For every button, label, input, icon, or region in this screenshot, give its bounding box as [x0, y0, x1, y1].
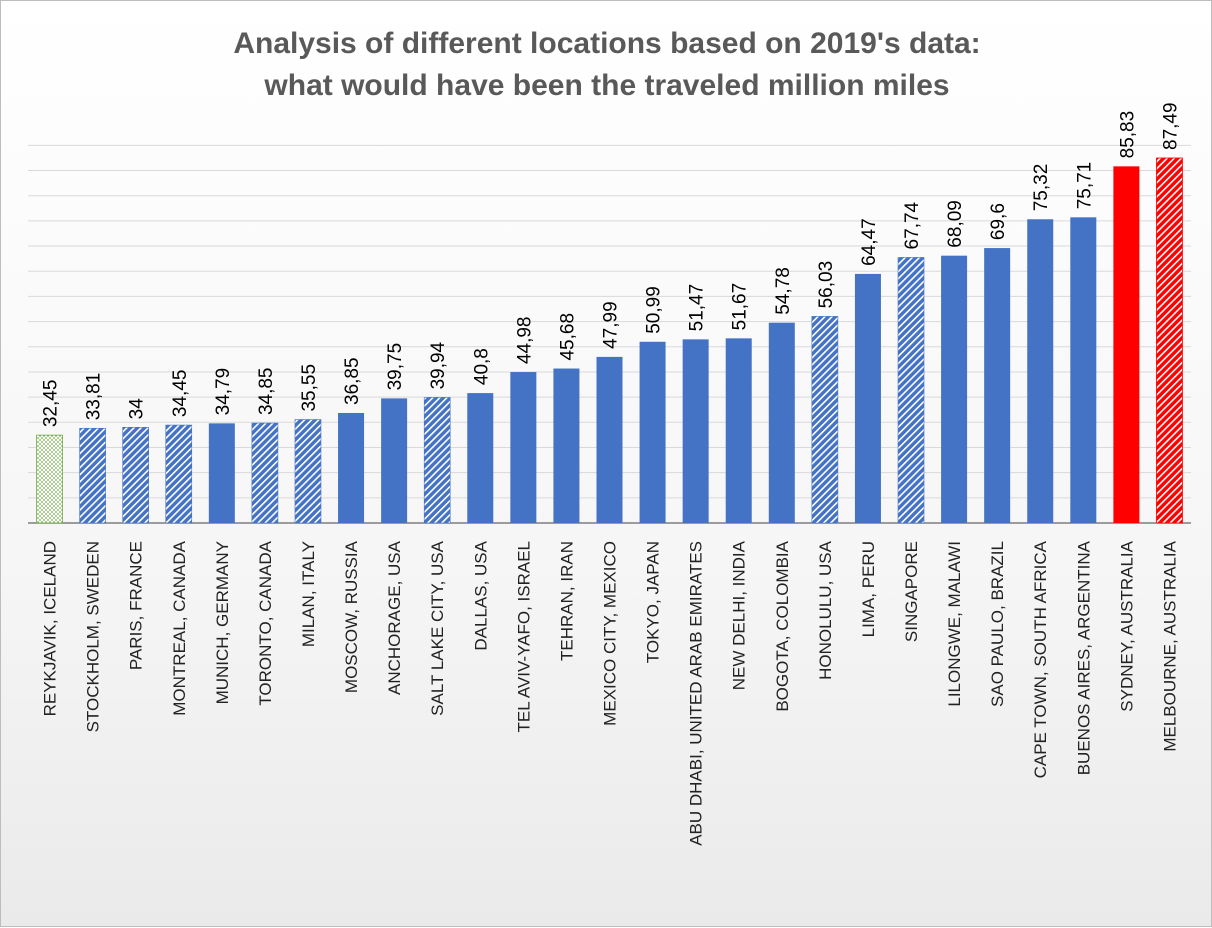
category-label: STOCKHOLM, SWEDEN	[84, 541, 103, 732]
bar	[596, 356, 623, 523]
category-labels: REYKJAVIK, ICELAND STOCKHOLM, SWEDEN PARIS…	[41, 540, 1180, 845]
category-label: MEXICO CITY, MEXICO	[601, 541, 620, 726]
category-label: LIMA, PERU	[859, 541, 878, 637]
data-label: 75,71	[1074, 162, 1095, 210]
bar	[682, 339, 709, 523]
data-label: 50,99	[644, 286, 665, 334]
data-label: 64,47	[859, 218, 880, 266]
bar	[725, 338, 752, 523]
bar	[122, 427, 149, 524]
category-label: SAO PAULO, BRAZIL	[988, 541, 1007, 707]
data-label: 34,79	[213, 368, 234, 416]
category-label: ANCHORAGE, USA	[385, 540, 404, 695]
data-label: 39,94	[428, 341, 449, 389]
data-label: 56,03	[816, 261, 837, 309]
category-label: TEHRAN, IRAN	[557, 541, 576, 661]
category-label: NEW DELHI, INDIA	[730, 540, 749, 690]
bars	[36, 157, 1183, 524]
bar	[36, 434, 63, 524]
bar	[768, 322, 795, 523]
data-labels: 32,45 33,81 34 34,45 34,79 34,85 35,55 36,85 39,…	[41, 102, 1182, 427]
category-label: BUENOS AIRES, ARGENTINA	[1074, 540, 1093, 775]
category-label: SINGAPORE	[902, 541, 921, 642]
data-label: 34	[127, 398, 148, 420]
data-label: 39,75	[385, 343, 406, 391]
bar	[984, 248, 1011, 523]
category-label: BOGOTA, COLOMBIA	[773, 540, 792, 711]
bar	[897, 257, 925, 524]
data-label: 87,49	[1160, 102, 1181, 150]
category-label: CAPE TOWN, SOUTH AFRICA	[1031, 540, 1050, 778]
bar	[854, 273, 881, 523]
data-label: 85,83	[1117, 111, 1138, 159]
category-label: MUNICH, GERMANY	[213, 541, 232, 704]
bar	[208, 423, 235, 523]
category-label: TOKYO, JAPAN	[644, 541, 663, 663]
bar	[165, 424, 193, 524]
data-label: 34,85	[256, 368, 277, 416]
category-label: ABU DHABI, UNITED ARAB EMIRATES	[687, 541, 706, 846]
data-label: 44,98	[514, 316, 535, 364]
bar	[639, 341, 666, 523]
bar	[79, 427, 106, 524]
bar	[941, 255, 968, 523]
bar	[294, 419, 322, 524]
bar	[811, 316, 839, 524]
chart-title: Analysis of different locations based on…	[1, 23, 1212, 107]
data-label: 34,45	[170, 370, 191, 418]
data-label: 51,67	[730, 283, 751, 331]
category-label: REYKJAVIK, ICELAND	[41, 541, 60, 716]
data-label: 36,85	[342, 357, 363, 405]
bar	[467, 393, 494, 523]
data-label: 51,47	[687, 284, 708, 332]
category-label: SYDNEY, AUSTRALIA	[1117, 540, 1136, 711]
category-label: MELBOURNE, AUSTRALIA	[1160, 540, 1179, 751]
data-label: 68,09	[945, 200, 966, 248]
category-label: SALT LAKE CITY, USA	[428, 540, 447, 715]
data-label: 35,55	[299, 364, 320, 412]
data-label: 69,6	[988, 203, 1009, 240]
bar	[1156, 157, 1183, 524]
data-label: 54,78	[773, 267, 794, 315]
bar	[510, 372, 537, 523]
bar	[1113, 166, 1140, 524]
data-label: 32,45	[41, 380, 62, 428]
chart-title-line-2: what would have been the traveled millio…	[264, 69, 950, 102]
category-label: PARIS, FRANCE	[127, 541, 146, 670]
bar	[251, 422, 279, 524]
bar	[1070, 217, 1097, 523]
bar	[553, 368, 580, 523]
chart-title-line-1: Analysis of different locations based on…	[233, 27, 981, 60]
category-label: MILAN, ITALY	[299, 541, 318, 647]
category-label: TEL AVIV-YAFO, ISRAEL	[514, 541, 533, 732]
data-label: 33,81	[84, 373, 105, 421]
data-label: 45,68	[557, 313, 578, 361]
category-label: MOSCOW, RUSSIA	[342, 540, 361, 693]
data-label: 75,32	[1031, 164, 1052, 212]
category-label: LILONGWE, MALAWI	[945, 541, 964, 707]
category-label: DALLAS, USA	[471, 540, 490, 650]
category-label: MONTREAL, CANADA	[170, 540, 189, 715]
data-label: 40,8	[471, 348, 492, 385]
data-label: 67,74	[902, 201, 923, 249]
category-label: TORONTO, CANADA	[256, 540, 275, 705]
category-label: HONOLULU, USA	[816, 540, 835, 680]
bar	[338, 412, 365, 523]
bar	[381, 398, 408, 523]
bar	[423, 397, 451, 524]
data-label: 47,99	[601, 301, 622, 349]
bar	[1027, 219, 1054, 523]
